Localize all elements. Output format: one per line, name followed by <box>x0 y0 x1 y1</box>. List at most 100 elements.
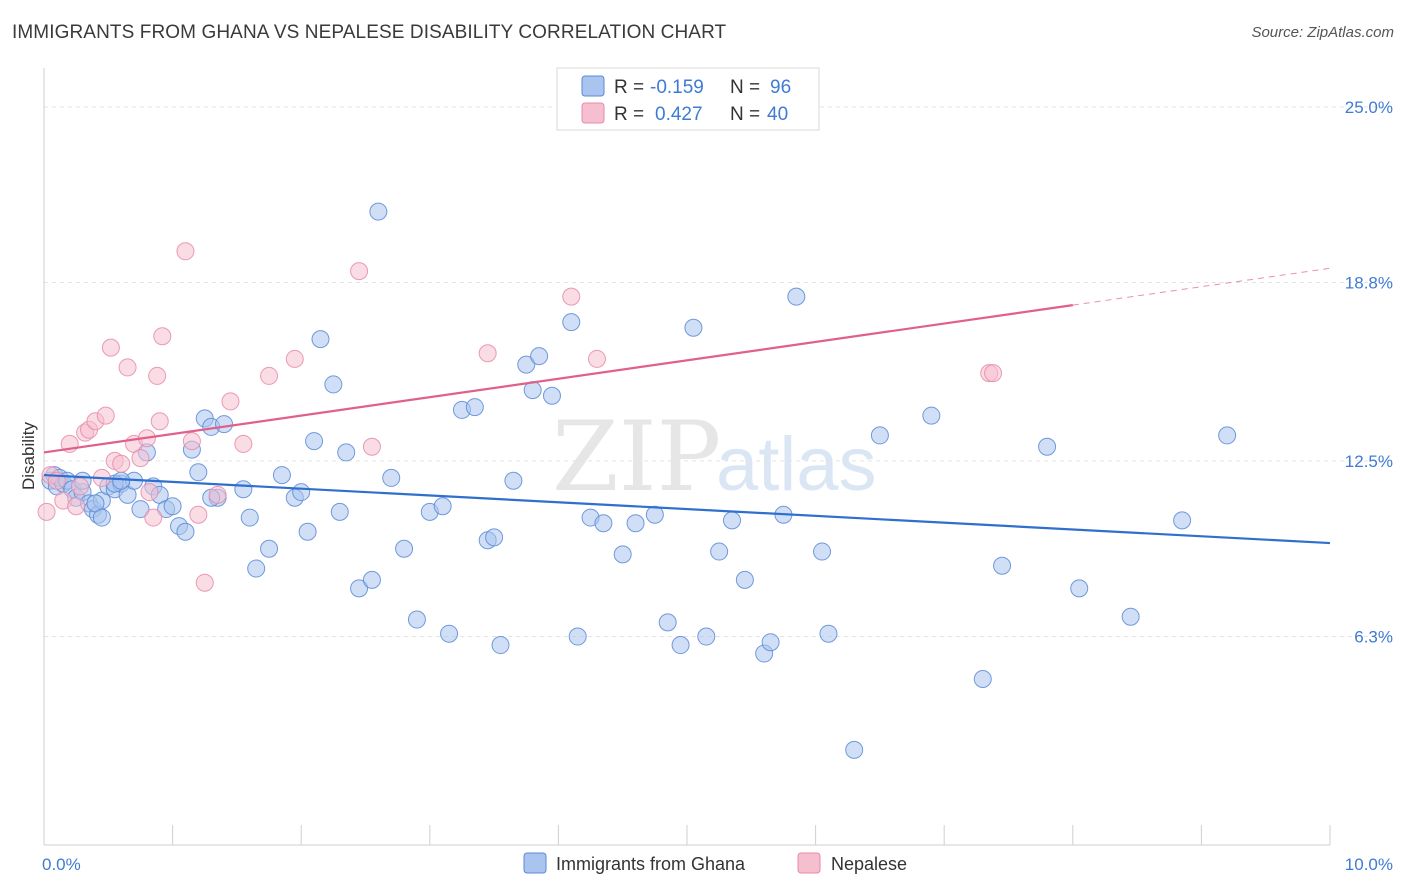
y-tick-labels: 6.3% 12.5% 18.8% 25.0% <box>1345 98 1393 647</box>
legend-n-label-nepal: N = <box>730 104 760 125</box>
ghana-point-61 <box>465 398 484 417</box>
ghana-point-71 <box>568 627 587 646</box>
ghana-point-77 <box>658 613 677 632</box>
grid-lines <box>44 106 1392 638</box>
nepal-point-29 <box>221 392 240 411</box>
bottom-legend-swatch-ghana <box>523 852 547 874</box>
nepal-point-27 <box>195 573 214 592</box>
nepal-point-34 <box>362 437 381 456</box>
nepal-point-36 <box>562 287 581 306</box>
nepal-point-6 <box>71 477 90 496</box>
ghana-point-54 <box>382 468 401 487</box>
legend-r-label-nepal: R = <box>614 104 644 125</box>
ghana-point-85 <box>761 633 780 652</box>
ghana-point-88 <box>813 542 832 561</box>
legend: R = -0.159 N = 96 R = 0.427 N = 40 <box>556 67 820 131</box>
ghana-point-59 <box>440 624 459 643</box>
y-tick-label-2: 18.8% <box>1345 273 1393 292</box>
bottom-legend: Immigrants from Ghana Nepalese <box>523 852 907 874</box>
x-tick-labels: 0.0% 10.0% <box>42 855 1393 874</box>
ghana-point-81 <box>710 542 729 561</box>
legend-n-label-ghana: N = <box>730 77 760 98</box>
ghana-point-40 <box>247 559 266 578</box>
ghana-point-83 <box>735 570 754 589</box>
nepal-point-19 <box>140 483 159 502</box>
nepal-point-22 <box>150 412 169 431</box>
x-tick-label-0: 0.0% <box>42 855 81 874</box>
nepal-point-30 <box>234 434 253 453</box>
ghana-point-25 <box>176 522 195 541</box>
ghana-point-97 <box>1121 607 1140 626</box>
watermark-atlas: atlas <box>716 422 877 507</box>
axes <box>43 68 1331 846</box>
nepal-point-37 <box>587 349 606 368</box>
ghana-point-44 <box>292 483 311 502</box>
ghana-point-98 <box>1173 511 1192 530</box>
y-tick-label-1: 12.5% <box>1345 452 1393 471</box>
nepal-point-21 <box>148 366 167 385</box>
ghana-point-93 <box>973 670 992 689</box>
ghana-point-55 <box>395 539 414 558</box>
legend-swatch-nepal <box>581 102 605 124</box>
ghana-point-82 <box>723 511 742 530</box>
ghana-point-18 <box>131 500 150 519</box>
ghana-point-53 <box>369 202 388 221</box>
ghana-point-45 <box>298 522 317 541</box>
ghana-point-64 <box>491 636 510 655</box>
nepal-point-39 <box>984 364 1003 383</box>
x-tick-label-1: 10.0% <box>1345 855 1393 874</box>
legend-r-label-ghana: R = <box>614 77 644 98</box>
ghana-point-73 <box>594 514 613 533</box>
ghana-point-27 <box>189 463 208 482</box>
nepal-point-5 <box>67 497 86 516</box>
legend-swatch-ghana <box>581 75 605 97</box>
nepal-point-15 <box>118 358 137 377</box>
ghana-point-56 <box>407 610 426 629</box>
ghana-point-38 <box>234 480 253 499</box>
ghana-point-46 <box>305 432 324 451</box>
ghana-point-39 <box>240 508 259 527</box>
ghana-point-79 <box>684 318 703 337</box>
ghana-point-50 <box>337 443 356 462</box>
ghana-point-99 <box>1218 426 1237 445</box>
y-tick-label-3: 25.0% <box>1345 98 1393 117</box>
nepal-point-35 <box>478 344 497 363</box>
trend-lines <box>43 267 1331 545</box>
ghana-point-75 <box>626 514 645 533</box>
ghana-trend-line <box>43 473 1331 545</box>
ghana-point-80 <box>697 627 716 646</box>
ghana-point-52 <box>362 570 381 589</box>
ghana-point-49 <box>330 502 349 521</box>
ghana-point-91 <box>870 426 889 445</box>
ghana-point-68 <box>530 347 549 366</box>
nepal-point-14 <box>112 454 131 473</box>
ghana-point-36 <box>112 471 131 490</box>
nepal-point-26 <box>189 505 208 524</box>
legend-r-value-nepal: 0.427 <box>655 104 703 125</box>
bottom-legend-label-nepal: Nepalese <box>831 854 907 874</box>
ghana-point-58 <box>433 497 452 516</box>
ghana-point-34 <box>92 508 111 527</box>
ghana-point-76 <box>645 505 664 524</box>
nepal-point-0 <box>37 502 56 521</box>
ghana-point-95 <box>1038 437 1057 456</box>
ghana-point-41 <box>260 539 279 558</box>
nepal-point-12 <box>101 338 120 357</box>
y-axis-title: Disability <box>19 421 38 490</box>
ghana-point-48 <box>324 375 343 394</box>
ghana-point-47 <box>311 330 330 349</box>
ghana-point-90 <box>845 740 864 759</box>
ghana-point-89 <box>819 624 838 643</box>
nepal-trend-extension <box>1072 267 1331 306</box>
ghana-point-94 <box>993 556 1012 575</box>
ghana-point-74 <box>613 545 632 564</box>
nepal-point-23 <box>153 327 172 346</box>
legend-n-value-nepal: 40 <box>767 104 788 125</box>
nepal-point-24 <box>176 242 195 261</box>
watermark-zip: ZIP <box>552 401 721 513</box>
ghana-point-42 <box>272 466 291 485</box>
nepal-point-25 <box>182 432 201 451</box>
ghana-point-51 <box>350 579 369 598</box>
ghana-point-31 <box>215 415 234 434</box>
